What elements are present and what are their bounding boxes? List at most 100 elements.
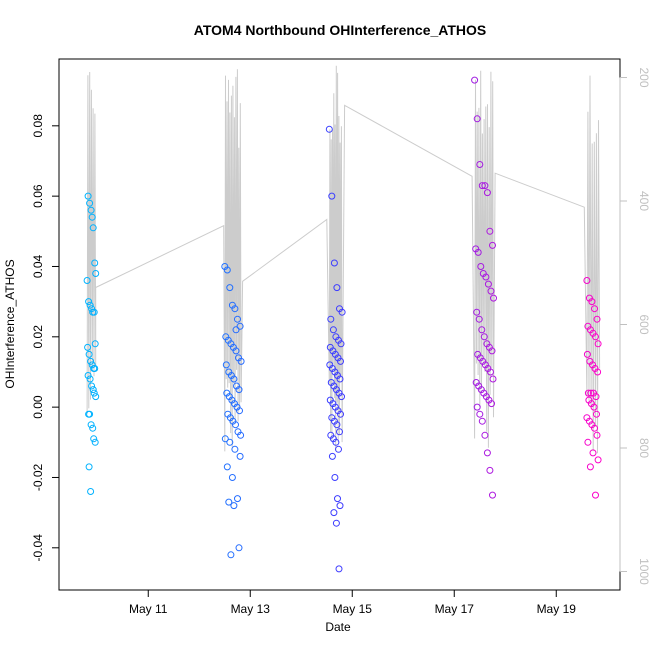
data-point-s1-38: [234, 495, 241, 503]
data-point-s4-9: [594, 340, 602, 348]
chart-title: ATOM4 Northbound OHInterference_ATHOS: [194, 22, 486, 38]
data-point-s3-37: [473, 403, 481, 411]
data-point-s1-17: [230, 375, 238, 383]
data-point-s2-25: [338, 393, 345, 401]
data-point-s0-0: [84, 192, 92, 200]
data-point-s4-4: [593, 315, 601, 323]
data-point-s0-21: [86, 375, 94, 383]
data-point-s0-24: [90, 389, 98, 397]
data-point-s4-21: [590, 403, 598, 411]
data-point-s0-31: [91, 438, 99, 446]
data-point-s1-39: [225, 498, 233, 506]
data-point-s2-30: [337, 410, 344, 418]
data-point-s1-35: [236, 452, 244, 460]
data-point-s1-6: [236, 322, 244, 330]
y2-tick-label: 600: [637, 314, 650, 334]
data-point-s1-19: [235, 386, 243, 394]
y-tick-label: 0.00: [31, 395, 45, 419]
data-point-s3-10: [477, 263, 485, 270]
data-point-s4-8: [592, 333, 599, 341]
data-point-s4-29: [589, 449, 597, 457]
data-point-s1-11: [232, 347, 240, 355]
data-point-s0-27: [86, 410, 94, 418]
data-point-s0-7: [83, 277, 91, 284]
data-point-s3-3: [478, 182, 486, 190]
y-tick-label: 0.04: [31, 254, 45, 278]
data-point-s4-32: [592, 491, 599, 499]
data-point-s3-0: [471, 76, 479, 84]
data-point-s4-31: [586, 463, 594, 471]
data-point-s2-7: [329, 326, 337, 334]
data-point-s0-19: [91, 365, 99, 372]
data-point-s2-39: [328, 452, 336, 460]
data-point-s3-38: [476, 410, 484, 418]
data-point-s4-15: [584, 389, 592, 397]
y2-tick-label: 400: [637, 191, 650, 211]
data-point-s0-4: [89, 224, 97, 232]
data-point-s2-45: [335, 565, 343, 573]
y-tick-label: 0.08: [31, 114, 45, 138]
data-point-s3-15: [490, 294, 497, 302]
x-axis: May 11 May 13 May 15 May 17 May 19: [129, 590, 576, 616]
y2-tick-label: 200: [637, 68, 650, 88]
x-tick-label: May 13: [231, 602, 271, 616]
data-point-s3-4: [481, 182, 489, 190]
data-point-s0-29: [89, 424, 97, 432]
data-point-s3-19: [480, 333, 488, 341]
data-point-s4-27: [593, 431, 601, 439]
data-point-s3-28: [487, 368, 494, 376]
data-point-s4-3: [591, 305, 598, 313]
data-point-s3-36: [488, 400, 495, 408]
x-tick-label: May 17: [435, 602, 475, 616]
x-tick-label: May 15: [333, 602, 373, 616]
data-point-s4-30: [594, 456, 602, 464]
data-point-s0-33: [87, 488, 95, 495]
data-point-s2-34: [336, 428, 343, 436]
data-point-s3-43: [489, 491, 496, 499]
y2-tick-label: 800: [637, 438, 650, 458]
data-point-s1-42: [227, 551, 235, 559]
data-point-s1-40: [230, 502, 238, 510]
data-point-s0-15: [85, 350, 93, 358]
data-point-s1-14: [222, 361, 230, 369]
data-point-s1-36: [223, 463, 231, 471]
data-point-s1-34: [231, 445, 239, 453]
data-point-s3-5: [483, 189, 491, 197]
data-point-s2-3: [333, 284, 341, 292]
data-point-s2-37: [332, 438, 340, 446]
data-point-s2-43: [330, 509, 338, 517]
data-point-s0-20: [84, 372, 92, 379]
data-point-s2-44: [332, 519, 340, 527]
data-point-s2-5: [338, 308, 346, 316]
data-point-s4-2: [588, 298, 596, 306]
data-point-s0-28: [87, 421, 95, 429]
data-point-s4-28: [584, 438, 592, 446]
data-point-s0-12: [90, 308, 98, 316]
data-point-s3-2: [476, 161, 484, 168]
data-point-s0-3: [88, 213, 96, 221]
data-point-s1-33: [226, 438, 234, 446]
data-point-s1-13: [237, 357, 245, 365]
data-point-s1-2: [226, 284, 234, 292]
data-point-s0-16: [87, 357, 95, 365]
y-tick-label: -0.02: [31, 463, 45, 491]
x-tick-label: May 19: [537, 602, 577, 616]
data-point-s0-2: [87, 206, 95, 214]
data-point-s0-13: [91, 340, 99, 348]
x-axis-label: Date: [325, 620, 351, 634]
data-point-s3-42: [486, 466, 494, 474]
data-point-s1-31: [237, 431, 245, 439]
data-point-s0-14: [84, 343, 92, 351]
data-point-s0-6: [92, 270, 100, 277]
data-point-s3-6: [486, 227, 494, 235]
data-point-s2-10: [337, 340, 345, 348]
data-point-s1-32: [221, 435, 229, 443]
x-tick-label: May 11: [129, 602, 168, 616]
data-point-s3-7: [489, 241, 496, 249]
data-point-s0-30: [90, 435, 98, 443]
data-point-s3-29: [489, 375, 497, 383]
data-point-s1-4: [231, 305, 239, 313]
data-point-s0-25: [92, 393, 100, 401]
data-point-s2-41: [334, 495, 341, 503]
data-point-s4-26: [591, 424, 598, 432]
